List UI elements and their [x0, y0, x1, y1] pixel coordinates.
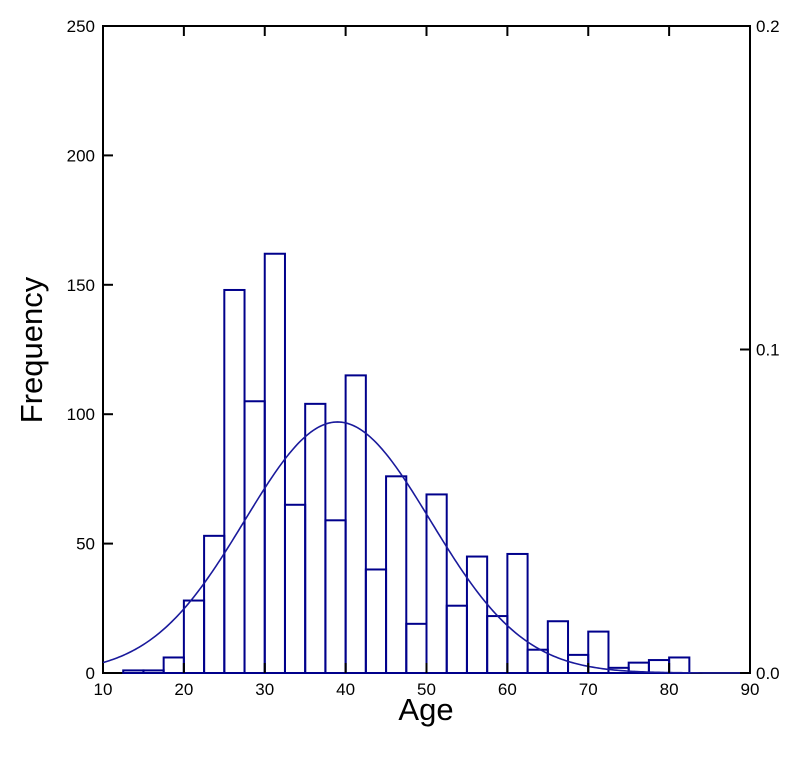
- histogram-bar: [122, 669, 145, 674]
- histogram-bar: [344, 374, 367, 674]
- histogram-bar: [142, 669, 165, 674]
- histogram-bar: [162, 656, 185, 674]
- histogram-bar: [304, 402, 327, 674]
- histogram-bar: [668, 656, 691, 674]
- y-axis-ticks: 0 50 100 150 200 250: [67, 17, 113, 683]
- y-tick-label: 0: [86, 664, 95, 683]
- right-tick-label: 0.0: [756, 664, 780, 683]
- histogram-bar: [263, 252, 286, 675]
- x-tick-label: 40: [336, 680, 355, 699]
- histogram-bar: [647, 659, 671, 674]
- histogram-bar: [364, 568, 388, 674]
- histogram-bar: [203, 534, 226, 674]
- y-tick-label: 150: [67, 276, 95, 295]
- y-tick-label: 250: [67, 17, 95, 36]
- x-axis-ticks: 10 20 30 40 50 60 70 80 90: [94, 26, 760, 699]
- histogram-bar: [405, 622, 428, 675]
- x-tick-label: 30: [255, 680, 274, 699]
- histogram-bar: [526, 648, 549, 675]
- histogram-bar: [486, 615, 509, 675]
- histogram-bar: [283, 503, 307, 674]
- x-tick-label: 80: [660, 680, 679, 699]
- histogram-bar: [425, 493, 448, 675]
- histogram-bar: [385, 475, 408, 675]
- x-tick-label: 60: [498, 680, 517, 699]
- histogram-bar: [465, 555, 489, 674]
- histogram-bar: [587, 630, 610, 674]
- x-tick-label: 50: [417, 680, 436, 699]
- x-tick-label: 10: [94, 680, 113, 699]
- y-axis-title: Frequency: [14, 276, 49, 423]
- histogram-bar: [546, 620, 570, 674]
- normal-curve: [102, 421, 750, 674]
- y-tick-label: 200: [67, 146, 95, 165]
- right-tick-label: 0.1: [756, 341, 780, 360]
- x-tick-label: 90: [741, 680, 760, 699]
- x-tick-label: 20: [174, 680, 193, 699]
- right-axis-ticks: 0.0 0.1 0.2: [740, 17, 780, 683]
- histogram-bar: [243, 400, 266, 674]
- histogram-bar: [324, 519, 347, 674]
- x-axis-title: Age: [398, 692, 453, 727]
- y-tick-label: 100: [67, 405, 95, 424]
- histogram-bar: [445, 604, 468, 674]
- x-tick-label: 70: [579, 680, 598, 699]
- histogram-bars: [122, 252, 691, 675]
- histogram-bar: [223, 288, 246, 674]
- histogram-bar: [506, 552, 529, 675]
- right-tick-label: 0.2: [756, 17, 780, 36]
- histogram-bar: [182, 599, 206, 675]
- y-tick-label: 50: [76, 535, 95, 554]
